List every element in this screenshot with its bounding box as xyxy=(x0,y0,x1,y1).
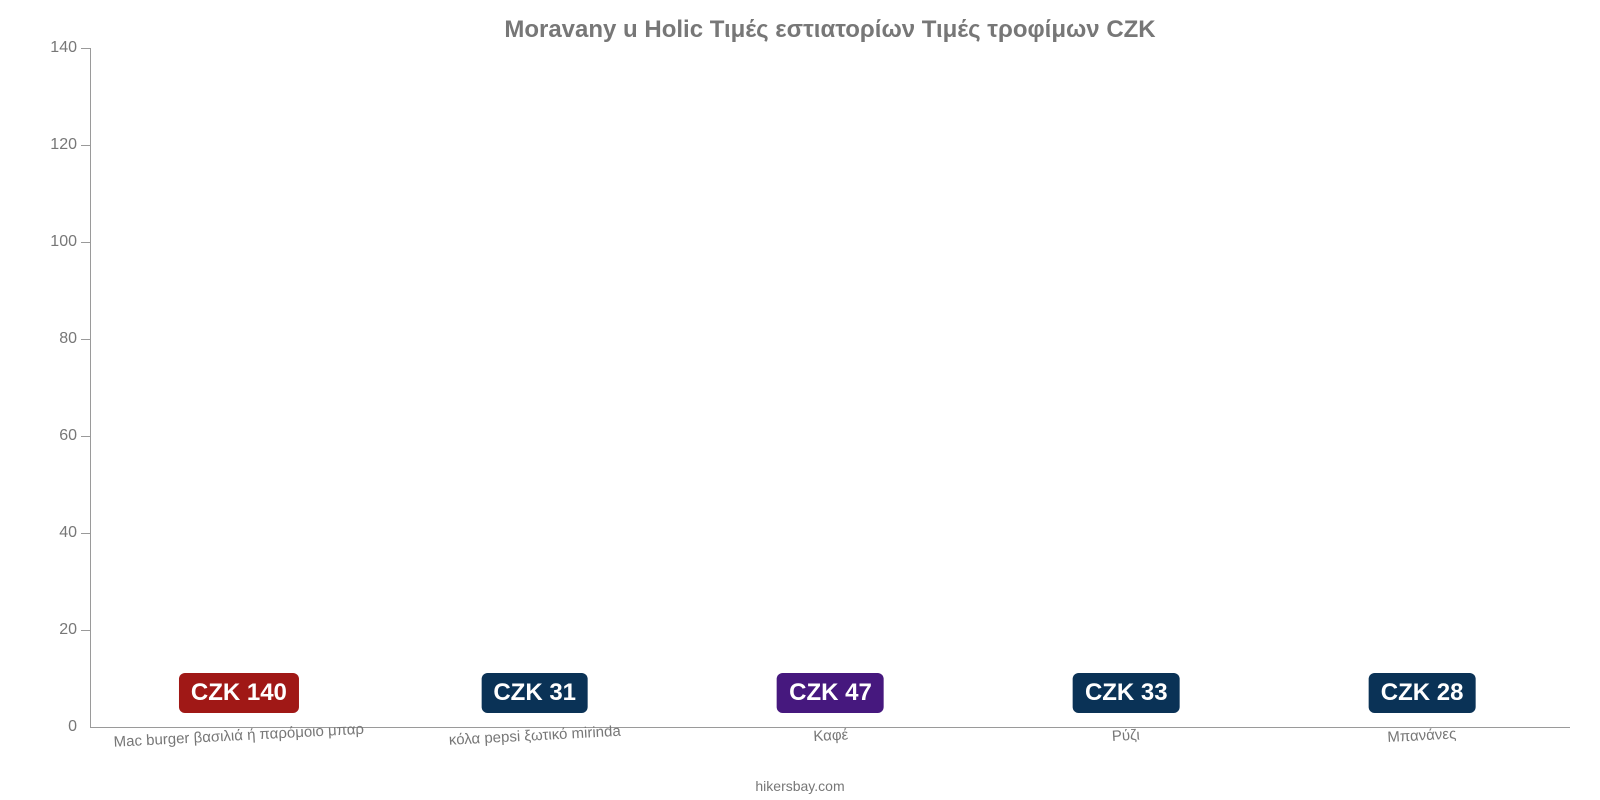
value-badge: CZK 47 xyxy=(777,673,884,713)
credit-text: hikersbay.com xyxy=(755,778,844,794)
price-bar-chart: Moravany u Holic Τιμές εστιατορίων Τιμές… xyxy=(0,0,1600,800)
y-tick-label: 80 xyxy=(59,330,91,348)
y-tick-label: 60 xyxy=(59,427,91,445)
y-tick-label: 40 xyxy=(59,524,91,542)
plot-area: CZK 140CZK 31CZK 47CZK 33CZK 28 Mac burg… xyxy=(90,48,1570,728)
value-badge: CZK 33 xyxy=(1073,673,1180,713)
y-tick-label: 20 xyxy=(59,621,91,639)
x-axis-labels: Mac burger βασιλιά ή παρόμοιο μπαρκόλα p… xyxy=(91,733,1570,750)
chart-title: Moravany u Holic Τιμές εστιατορίων Τιμές… xyxy=(90,16,1570,44)
value-badge: CZK 31 xyxy=(481,673,588,713)
y-tick-label: 120 xyxy=(50,136,91,154)
y-tick-label: 0 xyxy=(68,718,91,736)
value-badge: CZK 28 xyxy=(1369,673,1476,713)
bars-container: CZK 140 CZK 31 CZK 47 CZK 33 CZK 28 xyxy=(91,48,1570,727)
value-badge: CZK 140 xyxy=(179,673,299,713)
y-tick-label: 140 xyxy=(50,39,91,57)
y-tick-label: 100 xyxy=(50,233,91,251)
